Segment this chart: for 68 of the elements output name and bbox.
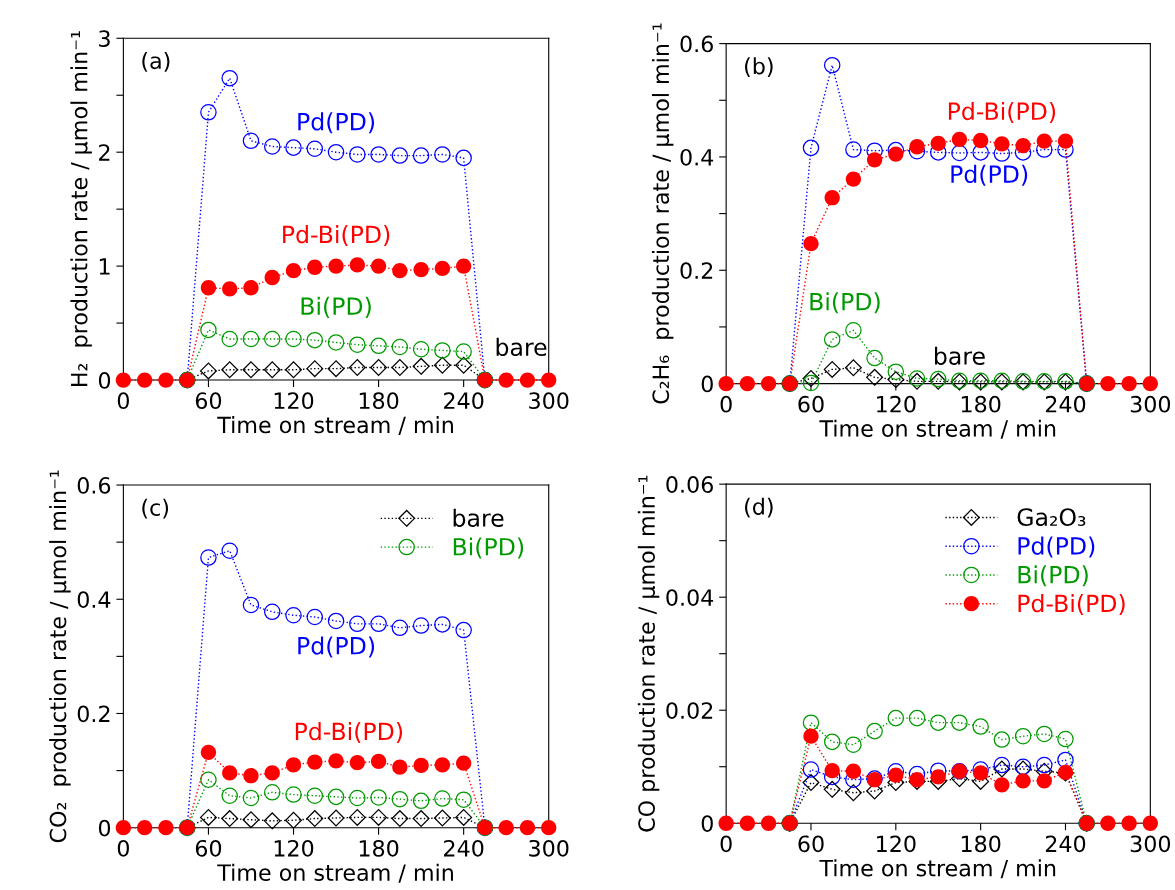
legend-label: Pd-Bi(PD) xyxy=(1018,594,1125,616)
x-tick-label: 120 xyxy=(274,839,314,857)
y-tick-label: 0.6 xyxy=(680,35,713,53)
text: (d) xyxy=(745,497,773,518)
y-tick-label: 0.6 xyxy=(77,477,111,494)
series-label: bare xyxy=(496,337,547,357)
series-label: Bi(PD) xyxy=(301,296,371,318)
y-tick-label: 2 xyxy=(99,144,110,161)
x-tick-label: 180 xyxy=(359,839,399,857)
x-axis-title: Time on stream / min xyxy=(217,863,453,883)
x-tick-label: 0 xyxy=(117,839,129,857)
y-tick-label: 1 xyxy=(99,258,110,275)
y-tick-label: 0.06 xyxy=(666,476,713,493)
x-tick-label: 0 xyxy=(117,392,129,410)
x-tick-label: 0 xyxy=(720,835,732,853)
y-tick-label: 0.4 xyxy=(680,148,714,166)
y-axis-title: H₂ production rate / μmol min⁻¹ xyxy=(70,31,92,386)
text: (c) xyxy=(142,498,169,519)
text: (b) xyxy=(745,57,773,78)
x-tick-label: 60 xyxy=(798,395,824,413)
x-tick-label: 60 xyxy=(798,835,824,853)
x-tick-label: 240 xyxy=(1045,395,1086,413)
x-axis-title: Time on stream / min xyxy=(819,859,1056,879)
x-tick-label: 300 xyxy=(529,392,569,410)
series-label: Pd(PD) xyxy=(951,164,1028,186)
x-tick-label: 300 xyxy=(1130,395,1171,413)
series-label: Pd(PD) xyxy=(298,112,375,134)
x-tick-label: 300 xyxy=(529,839,569,857)
y-tick-label: 3 xyxy=(99,30,110,48)
x-tick-label: 120 xyxy=(877,835,916,853)
x-tick-label: 60 xyxy=(195,839,222,857)
x-tick-label: 180 xyxy=(359,392,399,410)
y-tick-label: 0.04 xyxy=(666,589,714,606)
series-label: bare xyxy=(935,346,985,365)
series-label: Pd-Bi(PD) xyxy=(295,722,403,744)
x-axis-title: Time on stream / min xyxy=(819,419,1056,439)
x-tick-label: 240 xyxy=(444,839,484,857)
y-tick-label: 0 xyxy=(98,819,111,837)
series-label: Pd(PD) xyxy=(298,636,375,658)
x-tick-label: 300 xyxy=(1130,835,1171,853)
x-tick-label: 0 xyxy=(720,395,732,413)
legend-label: Ga₂O₃ xyxy=(1017,508,1086,527)
y-axis-title: C₂H₆ production rate / μmol min⁻¹ xyxy=(651,23,674,404)
series-label: Pd-Bi(PD) xyxy=(283,225,390,247)
legend-label: Bi(PD) xyxy=(453,537,524,559)
y-tick-label: 0 xyxy=(98,371,111,389)
y-tick-label: 0.4 xyxy=(77,591,111,609)
x-tick-label: 120 xyxy=(274,392,314,410)
y-axis-title: CO₂ production rate / μmol min⁻¹ xyxy=(49,470,71,843)
legend-label: bare xyxy=(453,508,504,527)
y-tick-label: 0.2 xyxy=(77,705,110,723)
x-tick-label: 180 xyxy=(961,835,1001,853)
x-axis-title: Time on stream / min xyxy=(217,416,453,436)
y-tick-label: 0.2 xyxy=(680,262,713,280)
legend-label: Pd(PD) xyxy=(1018,536,1095,558)
x-tick-label: 240 xyxy=(1045,835,1086,853)
legend-label: Bi(PD) xyxy=(1018,565,1088,587)
x-tick-label: 240 xyxy=(444,392,484,410)
y-axis-title: CO production rate / μmol min⁻¹ xyxy=(637,475,660,832)
y-tick-label: 0 xyxy=(701,815,713,833)
series-label: Bi(PD) xyxy=(810,292,880,314)
x-tick-label: 120 xyxy=(877,395,916,413)
series-label: Pd-Bi(PD) xyxy=(948,101,1056,123)
y-tick-label: 0 xyxy=(701,375,713,393)
y-tick-label: 0.02 xyxy=(666,702,713,719)
x-tick-label: 60 xyxy=(195,392,222,410)
x-tick-label: 180 xyxy=(961,395,1001,413)
text: (a) xyxy=(142,51,170,72)
